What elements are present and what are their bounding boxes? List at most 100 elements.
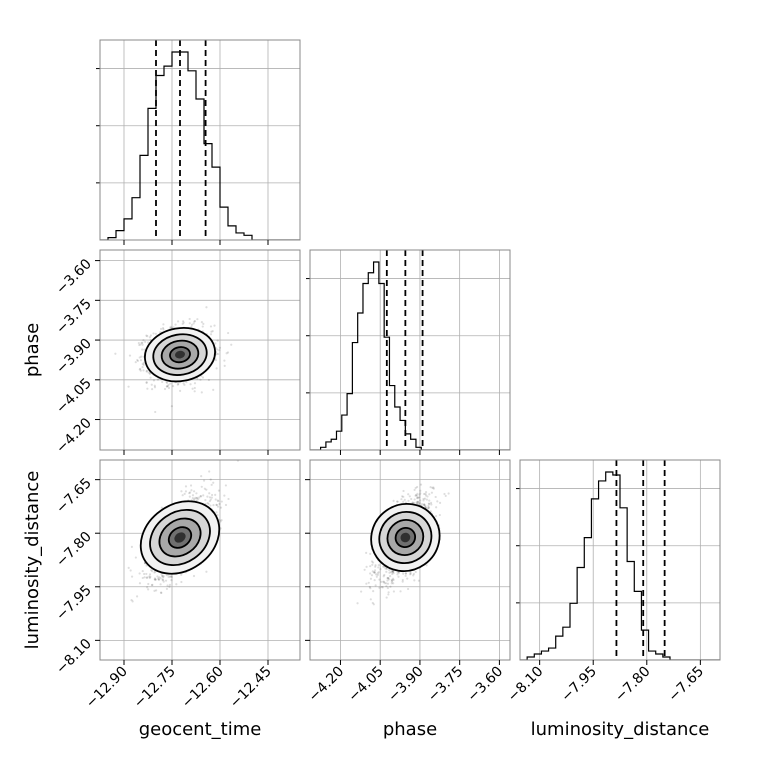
scatter-point: [370, 560, 374, 563]
scatter-point: [167, 575, 170, 578]
scatter-point: [138, 343, 141, 347]
scatter-point: [215, 352, 218, 355]
scatter-point: [193, 382, 197, 385]
scatter-point: [153, 578, 156, 581]
scatter-point: [154, 578, 157, 581]
scatter-point: [162, 580, 165, 583]
scatter-point: [161, 574, 164, 577]
scatter-point: [414, 570, 417, 574]
scatter-point: [217, 352, 220, 356]
scatter-point: [205, 570, 208, 573]
scatter-point: [154, 410, 157, 414]
scatter-point: [210, 496, 213, 499]
scatter-point: [212, 481, 215, 484]
scatter-point: [184, 490, 188, 493]
scatter-point: [191, 497, 194, 500]
scatter-point: [164, 579, 168, 582]
x-axis-label: geocent_time: [139, 719, 262, 740]
scatter-point: [423, 503, 426, 506]
scatter-point: [425, 498, 428, 501]
contour-line: [144, 327, 216, 383]
density-level: [174, 350, 186, 359]
scatter-point: [374, 565, 377, 568]
scatter-point: [137, 341, 140, 345]
scatter-point: [214, 342, 217, 345]
scatter-point: [376, 573, 379, 577]
scatter-point: [436, 500, 439, 503]
scatter-point: [142, 339, 145, 342]
scatter-point: [378, 586, 381, 589]
contour-line: [167, 526, 193, 549]
scatter-point: [391, 571, 394, 574]
scatter-point: [230, 343, 233, 346]
scatter-point: [214, 493, 217, 497]
scatter-point: [422, 499, 425, 502]
scatter-point: [434, 495, 437, 499]
scatter-point: [380, 580, 383, 583]
scatter-point: [168, 575, 172, 578]
scatter-point: [158, 576, 161, 579]
scatter-point: [424, 492, 427, 496]
scatter-point: [201, 325, 204, 328]
scatter-point: [406, 587, 410, 591]
scatter-point: [157, 578, 161, 581]
scatter-point: [418, 496, 421, 499]
scatter-point: [363, 568, 366, 571]
scatter-point: [189, 383, 192, 386]
scatter-point: [397, 575, 400, 578]
scatter-point: [114, 352, 117, 355]
scatter-point: [169, 575, 173, 578]
scatter-point: [180, 573, 183, 576]
scatter-point: [373, 569, 377, 572]
scatter-point: [141, 366, 144, 369]
scatter-point: [415, 500, 419, 504]
scatter-point: [165, 380, 168, 384]
x-tick-label: −12.75: [131, 664, 179, 712]
scatter-point: [385, 567, 388, 571]
scatter-point: [169, 327, 172, 330]
scatter-point: [218, 348, 221, 352]
y-tick-label: −7.65: [53, 475, 95, 517]
scatter-point: [191, 387, 194, 390]
scatter-point: [406, 577, 409, 580]
scatter-point: [407, 499, 410, 502]
y-tick-label: −3.90: [53, 336, 95, 378]
scatter-point: [138, 572, 141, 575]
scatter-point: [419, 489, 422, 492]
scatter-point: [380, 585, 383, 589]
scatter-point: [427, 504, 430, 508]
axes-frame: [99, 459, 301, 661]
scatter-point: [385, 570, 388, 573]
scatter-point: [438, 513, 441, 517]
scatter-point: [385, 585, 388, 588]
scatter-point: [373, 571, 376, 574]
scatter-point: [141, 341, 144, 344]
scatter-point: [201, 376, 205, 379]
scatter-point: [157, 577, 160, 580]
scatter-point: [417, 502, 420, 505]
scatter-point: [215, 367, 218, 370]
scatter-point: [388, 571, 391, 574]
scatter-point: [192, 322, 195, 325]
grid: [310, 250, 510, 450]
scatter-point: [188, 495, 191, 498]
scatter-point: [227, 497, 230, 501]
x-tick-label: −4.20: [306, 664, 348, 706]
scatter-point: [369, 577, 373, 580]
scatter-point: [134, 361, 137, 364]
scatter-point: [371, 563, 374, 566]
x-tick-label: −12.60: [179, 664, 227, 712]
x-axis-label: luminosity_distance: [531, 719, 710, 740]
scatter-point: [141, 576, 144, 580]
y-tick-label: −4.20: [53, 415, 95, 457]
scatter-point: [402, 495, 405, 498]
scatter-point: [165, 385, 168, 388]
density-level: [400, 532, 411, 543]
scatter-point: [215, 503, 218, 507]
scatter-point: [416, 500, 420, 503]
scatter-point: [225, 352, 228, 355]
scatter-point: [416, 496, 419, 500]
scatter-point: [401, 578, 404, 582]
grid: [100, 40, 300, 240]
